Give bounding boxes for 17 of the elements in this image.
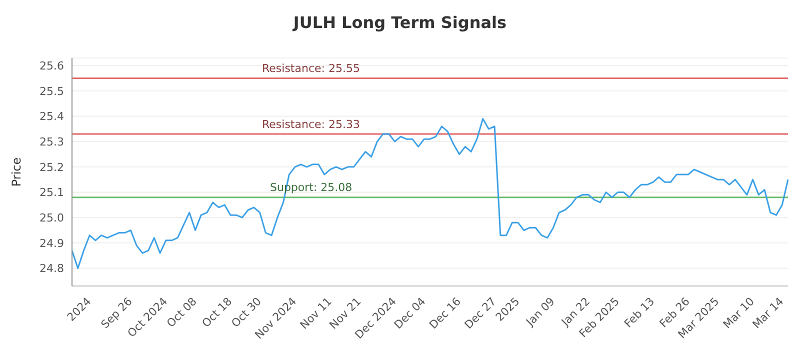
y-tick-label: 25.4: [40, 110, 64, 124]
ref-line-label: Resistance: 25.55: [262, 62, 360, 76]
y-tick-label: 25.2: [40, 160, 64, 174]
y-tick-label: 25.1: [40, 186, 64, 200]
x-tick-label: Feb 13: [622, 294, 658, 330]
y-axis-title: Price: [9, 157, 24, 187]
line-series: [71, 118, 789, 270]
y-tick-label: 25.0: [40, 212, 64, 225]
y-tick-label: 25.6: [40, 60, 64, 73]
y-tick-label: 25.5: [40, 84, 64, 98]
chart-title: JULH Long Term Signals: [292, 12, 508, 34]
ref-line-label: Resistance: 25.33: [262, 118, 360, 131]
x-tick-label: Dec 16: [426, 294, 464, 332]
x-tick-label: Jan 09: [523, 294, 558, 330]
y-tick-label: 24.9: [40, 236, 64, 250]
y-tick-label: 25.3: [40, 136, 64, 149]
y-tick-label: 24.8: [40, 262, 64, 276]
